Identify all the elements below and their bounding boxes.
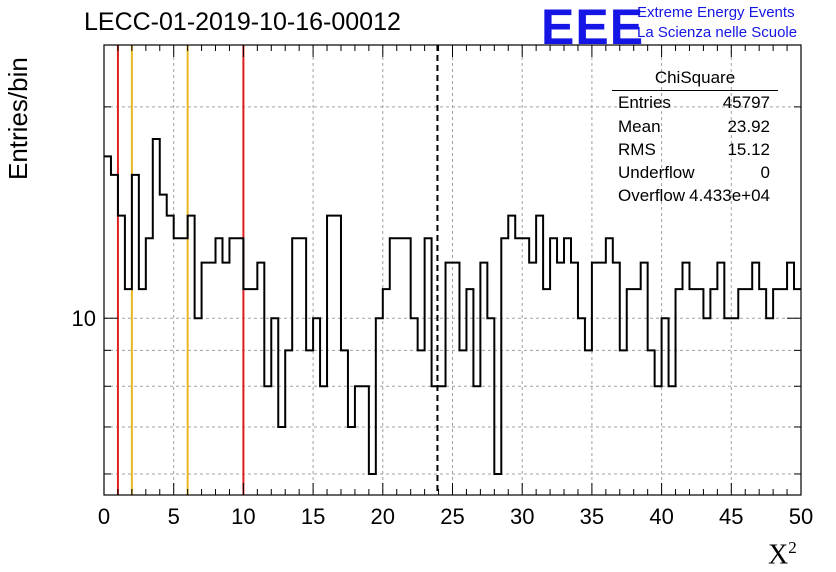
stats-divider [612,90,778,91]
stats-box: ChiSquare Entries 45797 Mean 23.92 RMS 1… [612,64,778,214]
x-tick-label: 45 [719,504,743,529]
x-tick-label: 40 [649,504,673,529]
y-axis-label: Entries/bin [3,57,33,180]
x-tick-label: 35 [580,504,604,529]
x-tick-label: 15 [301,504,325,529]
stats-key: Underflow [618,163,695,182]
y-tick-label: 10 [72,306,96,331]
stats-row-overflow: Overflow 4.433e+04 [618,186,770,208]
logo-subtitle-1: Extreme Energy Events [637,4,795,21]
eee-logo: EEE [541,0,645,55]
stats-row-entries: Entries 45797 [618,93,770,115]
stats-key: Overflow [618,186,686,205]
x-tick-label: 5 [168,504,180,529]
stats-row-mean: Mean 23.92 [618,117,770,139]
stats-key: Entries [618,93,671,112]
stats-value: 4.433e+04 [689,186,770,205]
x-tick-label: 30 [510,504,534,529]
logo-subtitle-2: La Scienza nelle Scuole [637,24,798,41]
stats-value: 15.12 [727,140,770,159]
histogram-line [104,138,801,475]
x-tick-label: 25 [440,504,464,529]
stats-value: 45797 [722,93,770,112]
x-axis-label-superscript: 2 [788,538,797,557]
stats-title: ChiSquare [654,68,736,87]
stats-row-underflow: Underflow 0 [618,163,770,185]
x-tick-label: 0 [98,504,110,529]
x-tick-label: 10 [231,504,255,529]
stats-row-rms: RMS 15.12 [618,140,770,162]
stats-value: 23.92 [727,117,770,136]
x-axis-label: X2 [768,538,797,571]
stats-value: 0 [760,163,770,182]
x-tick-label: 20 [371,504,395,529]
x-tick-label: 50 [789,504,813,529]
plot-title: LECC-01-2019-10-16-00012 [84,8,401,36]
stats-key: RMS [618,140,656,159]
x-axis-label-base: X [768,539,789,571]
stats-key: Mean [618,117,661,136]
